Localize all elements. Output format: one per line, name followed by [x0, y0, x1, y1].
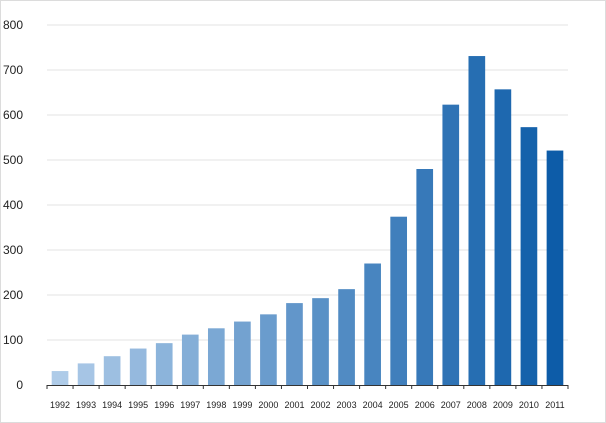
y-tick-label: 0 — [16, 378, 23, 392]
bar-1998 — [207, 328, 225, 385]
x-tick-label: 1992 — [50, 400, 70, 410]
y-tick-label: 200 — [3, 288, 23, 302]
axis-layer — [46, 385, 569, 389]
y-tick-label: 300 — [3, 243, 23, 257]
bar-2010 — [520, 127, 538, 386]
y-tick-label: 700 — [3, 63, 23, 77]
bar-1996 — [155, 343, 173, 385]
x-tick-label: 2008 — [467, 400, 487, 410]
x-tick-label: 2011 — [545, 400, 564, 410]
x-tick-label: 2005 — [389, 400, 409, 410]
x-tick-label: 1993 — [76, 400, 96, 410]
y-tick-labels: 0 100 200 300 400 500 600 700 800 — [3, 18, 23, 392]
x-tick-label: 1998 — [206, 400, 226, 410]
grid-layer — [47, 24, 568, 341]
x-tick-labels: 1992 1993 1994 1995 1996 1997 1998 1999 2000 2001… — [50, 400, 565, 410]
bar-1994 — [103, 356, 121, 385]
x-tick-label: 2003 — [337, 400, 357, 410]
bar-2006 — [416, 169, 434, 385]
x-tick-label: 2006 — [415, 400, 435, 410]
x-tick-label: 2007 — [441, 400, 461, 410]
bar-1999 — [234, 321, 251, 385]
bar-2011 — [546, 150, 564, 385]
bar-1997 — [181, 334, 199, 385]
bar-2007 — [442, 104, 460, 386]
x-tick-label: 2001 — [284, 400, 304, 410]
x-tick-label: 2000 — [258, 400, 278, 410]
x-tick-label: 1995 — [128, 400, 148, 410]
y-tick-label: 400 — [3, 198, 23, 212]
y-tick-label: 600 — [3, 108, 23, 122]
y-tick-label: 500 — [3, 153, 23, 167]
x-tick-label: 2004 — [363, 400, 383, 410]
bar-2002 — [312, 298, 329, 385]
x-tick-label: 1997 — [180, 400, 200, 410]
bar-2009 — [494, 89, 512, 385]
x-tick-label: 1999 — [232, 400, 252, 410]
bar-2000 — [260, 314, 277, 385]
bar-2005 — [390, 216, 408, 385]
bar-1993 — [77, 363, 95, 385]
x-tick-label: 1994 — [102, 400, 122, 410]
x-tick-label: 2002 — [311, 400, 331, 410]
bar-layer — [51, 56, 564, 386]
bar-1995 — [129, 348, 147, 385]
x-tick-label: 2009 — [493, 400, 513, 410]
y-tick-label: 100 — [3, 333, 23, 347]
y-tick-label: 800 — [3, 18, 23, 32]
bar-2004 — [364, 263, 381, 385]
bar-2001 — [286, 303, 303, 385]
bar-1992 — [51, 371, 69, 385]
x-tick-label: 1996 — [154, 400, 174, 410]
x-tick-label: 2010 — [519, 400, 539, 410]
bar-2008 — [468, 56, 486, 386]
bar-2003 — [338, 289, 355, 385]
